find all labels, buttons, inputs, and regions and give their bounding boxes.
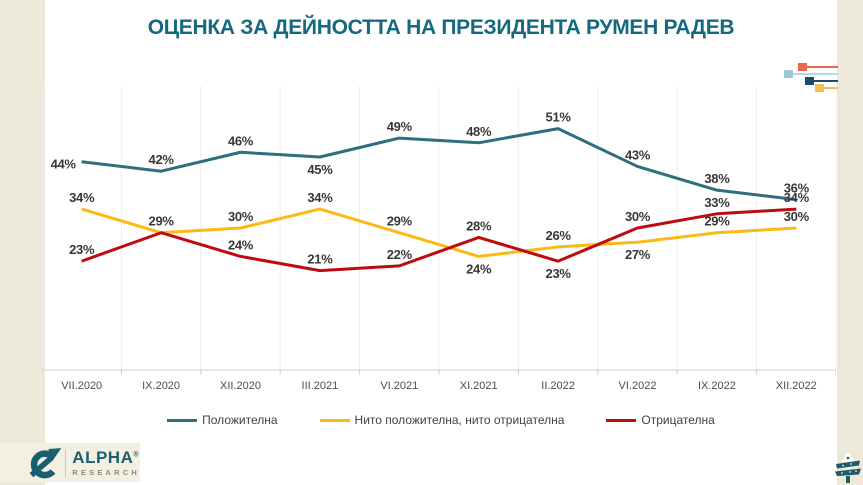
logo-registered-mark: ® — [133, 451, 139, 459]
svg-text:26%: 26% — [546, 228, 572, 243]
svg-text:III.2021: III.2021 — [302, 380, 339, 392]
svg-text:23%: 23% — [546, 266, 572, 281]
svg-text:VI.2022: VI.2022 — [619, 380, 657, 392]
svg-text:33%: 33% — [704, 195, 730, 210]
neutral-line-swatch-icon — [319, 418, 350, 422]
legend-item-negative: Отрицателна — [606, 413, 715, 427]
legend-item-positive: Положителна — [167, 413, 278, 427]
trend-chart: VII.2020 IX.2020 XII.2020 III.2021 VI.2021 XI… — [41, 78, 837, 400]
svg-text:29%: 29% — [149, 214, 175, 229]
chart-legend: Положителна Нито положителна, нито отриц… — [45, 413, 837, 427]
logo-brand-text: ALPHA — [72, 447, 134, 467]
svg-text:34%: 34% — [784, 190, 810, 205]
svg-text:38%: 38% — [704, 171, 730, 186]
svg-text:30%: 30% — [228, 209, 254, 224]
svg-text:51%: 51% — [546, 110, 572, 125]
svg-text:42%: 42% — [149, 152, 175, 167]
trend-chart-svg: VII.2020 IX.2020 XII.2020 III.2021 VI.2021 XI… — [41, 86, 837, 392]
content-panel — [45, 0, 837, 485]
fir-tree-icon — [835, 452, 861, 483]
svg-text:34%: 34% — [307, 190, 333, 205]
svg-text:II.2022: II.2022 — [541, 380, 575, 392]
svg-text:29%: 29% — [704, 214, 730, 229]
svg-text:21%: 21% — [307, 252, 333, 267]
legend-label: Нито положителна, нито отрицателна — [354, 413, 565, 427]
alpha-logo-glyph-icon — [29, 447, 62, 478]
page-title: ОЦЕНКА ЗА ДЕЙНОСТТА НА ПРЕЗИДЕНТА РУМЕН … — [147, 16, 735, 39]
svg-text:46%: 46% — [228, 133, 254, 148]
svg-text:34%: 34% — [69, 190, 95, 205]
svg-text:VI.2021: VI.2021 — [380, 380, 418, 392]
svg-text:XII.2022: XII.2022 — [776, 380, 817, 392]
svg-text:30%: 30% — [625, 209, 651, 224]
legend-item-neutral: Нито положителна, нито отрицателна — [319, 413, 565, 427]
alpha-research-logo: ALPHA® RESEARCH — [0, 443, 140, 482]
svg-text:48%: 48% — [466, 124, 492, 139]
legend-label: Отрицателна — [641, 413, 715, 427]
svg-text:XI.2021: XI.2021 — [460, 380, 498, 392]
svg-text:43%: 43% — [625, 147, 651, 162]
logo-divider — [65, 448, 67, 477]
svg-text:XII.2020: XII.2020 — [220, 380, 261, 392]
svg-text:44%: 44% — [51, 157, 77, 172]
svg-text:23%: 23% — [69, 242, 95, 257]
svg-text:27%: 27% — [625, 247, 651, 262]
svg-text:29%: 29% — [387, 214, 413, 229]
svg-text:30%: 30% — [784, 209, 810, 224]
svg-text:22%: 22% — [387, 247, 413, 262]
svg-text:36%: 36% — [784, 181, 810, 196]
svg-text:VII.2020: VII.2020 — [61, 380, 102, 392]
svg-text:24%: 24% — [228, 237, 254, 252]
positive-line-swatch-icon — [167, 418, 198, 422]
svg-text:49%: 49% — [387, 119, 413, 134]
svg-text:24%: 24% — [466, 261, 492, 276]
logo-sub-text: RESEARCH — [72, 467, 140, 477]
svg-text:45%: 45% — [307, 162, 333, 177]
svg-text:IX.2022: IX.2022 — [698, 380, 736, 392]
svg-text:28%: 28% — [466, 218, 492, 233]
legend-label: Положителна — [202, 413, 278, 427]
svg-text:IX.2020: IX.2020 — [142, 380, 180, 392]
negative-line-swatch-icon — [606, 418, 637, 422]
